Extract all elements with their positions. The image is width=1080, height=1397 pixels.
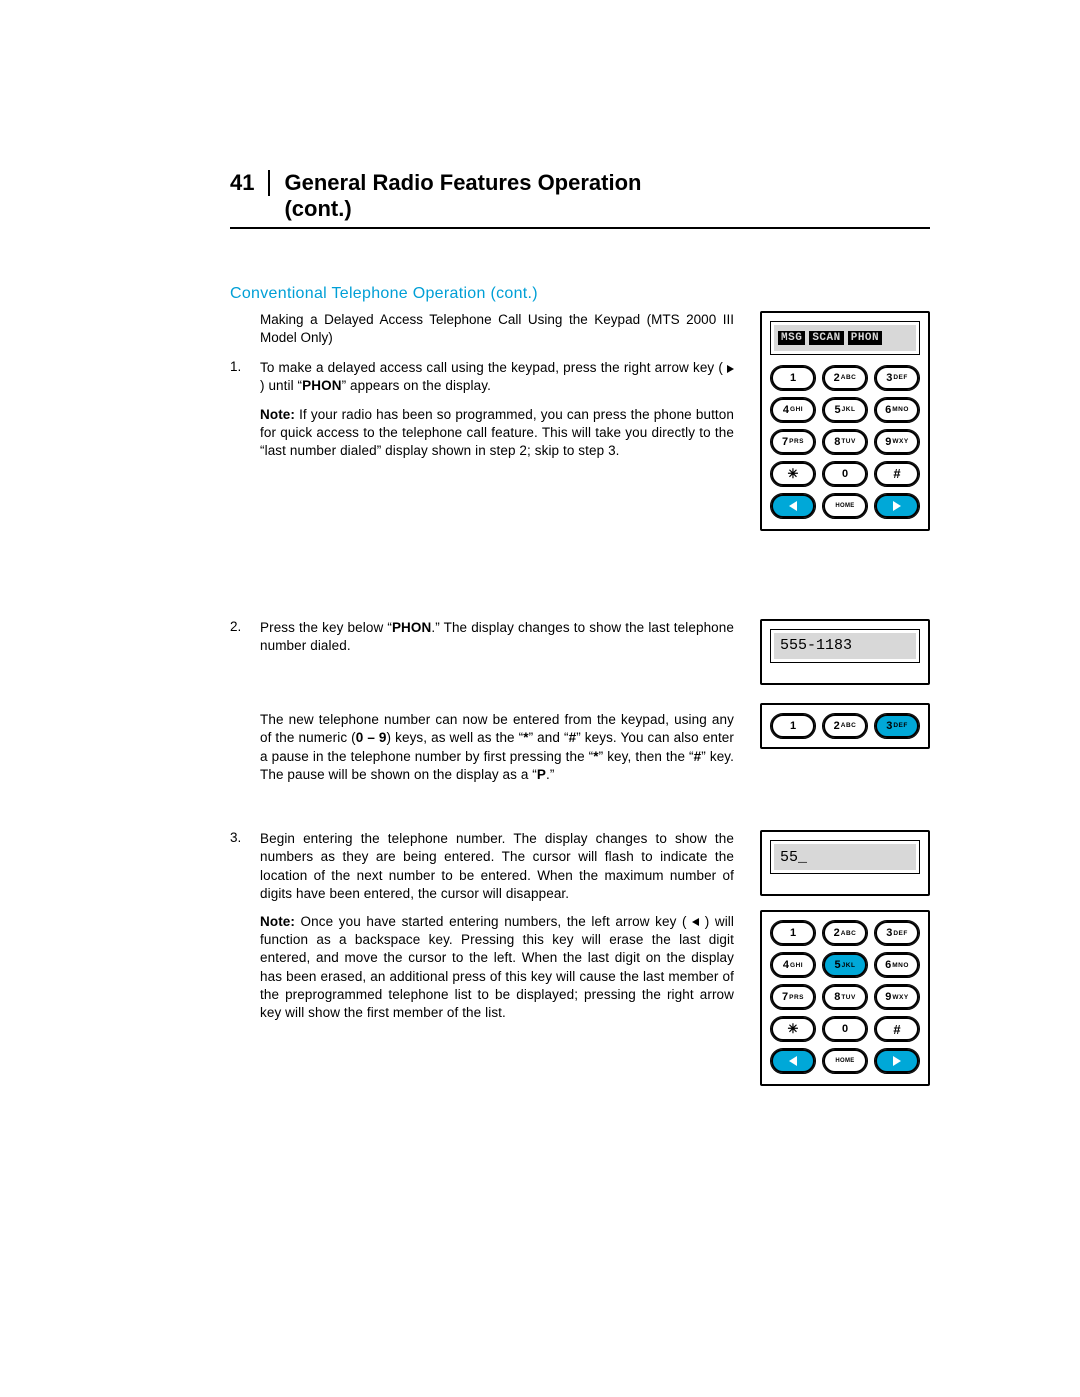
key-5: 5JKL [823, 953, 867, 977]
keypad-row: 1 2ABC 3DEF [770, 713, 920, 739]
key-right-arrow [875, 494, 919, 518]
key-hash: # [875, 462, 919, 486]
intro-text: Making a Delayed Access Telephone Call U… [260, 311, 734, 347]
step-2: 2. Press the key below “PHON.” The displ… [230, 619, 734, 794]
keypad: 1 2ABC 3DEF 4GHI 5JKL 6MNO 7PRS 8TUV 9WX… [770, 365, 920, 519]
key-8: 8TUV [823, 985, 867, 1009]
key-right-arrow [875, 1049, 919, 1073]
key-6: 6MNO [875, 953, 919, 977]
key-home: HOME [823, 494, 867, 518]
key-8: 8TUV [823, 430, 867, 454]
figure-step3b: 1 2ABC 3DEF 4GHI 5JKL 6MNO 7PRS 8TUV 9WX… [760, 910, 930, 1086]
key-left-arrow [771, 494, 815, 518]
key-9: 9WXY [875, 430, 919, 454]
key-3: 3DEF [875, 366, 919, 390]
key-5: 5JKL [823, 398, 867, 422]
page-header: 41 General Radio Features Operation (con… [230, 170, 930, 229]
key-4: 4GHI [771, 953, 815, 977]
key-1: 1 [771, 921, 815, 945]
key-0: 0 [823, 1017, 867, 1041]
page-number: 41 [230, 170, 270, 196]
right-arrow-icon [727, 365, 734, 373]
key-6: 6MNO [875, 398, 919, 422]
key-3: 3DEF [875, 921, 919, 945]
lcd-display: 555-1183 [774, 633, 916, 659]
key-7: 7PRS [771, 985, 815, 1009]
lcd-display: MSG SCAN PHON [774, 325, 916, 351]
key-2: 2ABC [823, 366, 867, 390]
key-1: 1 [771, 714, 815, 738]
key-1: 1 [771, 366, 815, 390]
figure-step2b: 1 2ABC 3DEF [760, 703, 930, 749]
page-title: General Radio Features Operation (cont.) [270, 170, 641, 223]
key-star: ✳ [771, 1017, 815, 1041]
key-hash: # [875, 1017, 919, 1041]
step-1: 1. To make a delayed access call using t… [230, 359, 734, 470]
key-7: 7PRS [771, 430, 815, 454]
figure-step1: MSG SCAN PHON 1 2ABC 3DEF 4GHI 5JKL 6MNO [760, 311, 930, 531]
lcd-display: 55_ [774, 844, 916, 870]
step-3: 3. Begin entering the telephone number. … [230, 830, 734, 1032]
section-subheading: Conventional Telephone Operation (cont.) [230, 285, 930, 303]
keypad: 1 2ABC 3DEF 4GHI 5JKL 6MNO 7PRS 8TUV 9WX… [770, 920, 920, 1074]
key-2: 2ABC [823, 921, 867, 945]
key-home: HOME [823, 1049, 867, 1073]
key-left-arrow [771, 1049, 815, 1073]
key-star: ✳ [771, 462, 815, 486]
key-4: 4GHI [771, 398, 815, 422]
key-3: 3DEF [875, 714, 919, 738]
key-9: 9WXY [875, 985, 919, 1009]
figure-step2a: 555-1183 [760, 619, 930, 685]
key-0: 0 [823, 462, 867, 486]
figure-step3a: 55_ [760, 830, 930, 896]
key-2: 2ABC [823, 714, 867, 738]
